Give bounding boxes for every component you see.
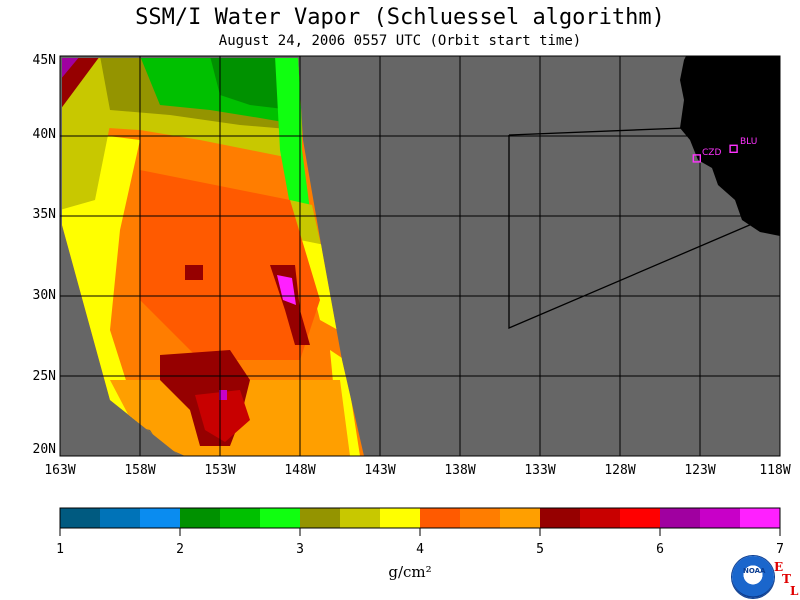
station-marker-blu (729, 144, 738, 154)
vapor-magenta-east (277, 275, 296, 305)
station-label-blu: BLU (740, 137, 758, 147)
lat-label-20n: 20N (32, 442, 56, 457)
vapor-purple-corner (62, 58, 80, 80)
analysis-polygon-top (508, 127, 685, 136)
vapor-darkgreen-north (210, 58, 292, 110)
lon-label-128w: 128W (604, 463, 636, 478)
lon-label-138w: 138W (444, 463, 476, 478)
colorbar-segment-16 (700, 508, 740, 528)
station-label-czd: CZD (702, 148, 722, 158)
station-marker-czd (692, 154, 701, 163)
noaa-logo-icon (732, 556, 774, 598)
noaa-logo-text: NOAA (743, 567, 766, 575)
colorbar-segment-9 (420, 508, 460, 528)
colorbar-segment-7 (340, 508, 380, 528)
colorbar-tick-2: 2 (176, 542, 184, 557)
colorbar-tick-6: 6 (656, 542, 664, 557)
colorbar-tick-3: 3 (296, 542, 304, 557)
lon-label-143w: 143W (364, 463, 396, 478)
colorbar-segment-5 (260, 508, 300, 528)
vapor-red-corner (62, 58, 100, 110)
colorbar-segment-3 (180, 508, 220, 528)
colorbar-segment-6 (300, 508, 340, 528)
lat-label-40n: 40N (32, 127, 56, 142)
vapor-red-core-south (195, 390, 250, 442)
lat-label-25n: 25N (32, 369, 56, 384)
colorbar-segment-4 (220, 508, 260, 528)
colorbar-segment-11 (500, 508, 540, 528)
lon-label-163w: 163W (44, 463, 76, 478)
lat-label-30n: 30N (32, 288, 56, 303)
colorbar-segment-17 (740, 508, 780, 528)
colorbar-segment-10 (460, 508, 500, 528)
colorbar-tick-4: 4 (416, 542, 424, 557)
lon-label-153w: 153W (204, 463, 236, 478)
etl-letter-e: E (774, 560, 784, 574)
colorbar-segment-12 (540, 508, 580, 528)
map-subtitle: August 24, 2006 0557 UTC (Orbit start ti… (218, 33, 582, 49)
colorbar-segment-14 (620, 508, 660, 528)
vapor-red-blob (185, 265, 203, 280)
lon-label-133w: 133W (524, 463, 556, 478)
map-frame (59, 55, 781, 457)
etl-letter-t: T (782, 572, 791, 586)
vapor-yellow-olive-west (62, 120, 110, 210)
etl-letter-l: L (790, 584, 799, 598)
colorbar-segment-13 (580, 508, 620, 528)
colorbar-segment-1 (100, 508, 140, 528)
colorbar-unit-label: g/cm² (388, 563, 432, 581)
lat-label-35n: 35N (32, 207, 56, 222)
vapor-brightgreen-edge (275, 58, 310, 210)
lon-label-148w: 148W (284, 463, 316, 478)
vapor-yellow-east (300, 240, 338, 330)
colorbar-segment-2 (140, 508, 180, 528)
colorbar-tick-5: 5 (536, 542, 544, 557)
vapor-darkorange-core (140, 170, 320, 360)
analysis-polygon-line (508, 135, 753, 329)
vapor-magenta-south (219, 390, 227, 400)
colorbar-segment-8 (380, 508, 420, 528)
colorbar-tick-7: 7 (776, 542, 784, 557)
lat-label-45n: 45N (32, 53, 56, 68)
lon-label-158w: 158W (124, 463, 156, 478)
colorbar-tick-1: 1 (56, 542, 64, 557)
map-title: SSM/I Water Vapor (Schluessel algorithm) (135, 5, 665, 30)
colorbar-segment-15 (660, 508, 700, 528)
lon-label-123w: 123W (684, 463, 716, 478)
lon-label-118w: 118W (759, 463, 791, 478)
colorbar-segment-0 (60, 508, 100, 528)
